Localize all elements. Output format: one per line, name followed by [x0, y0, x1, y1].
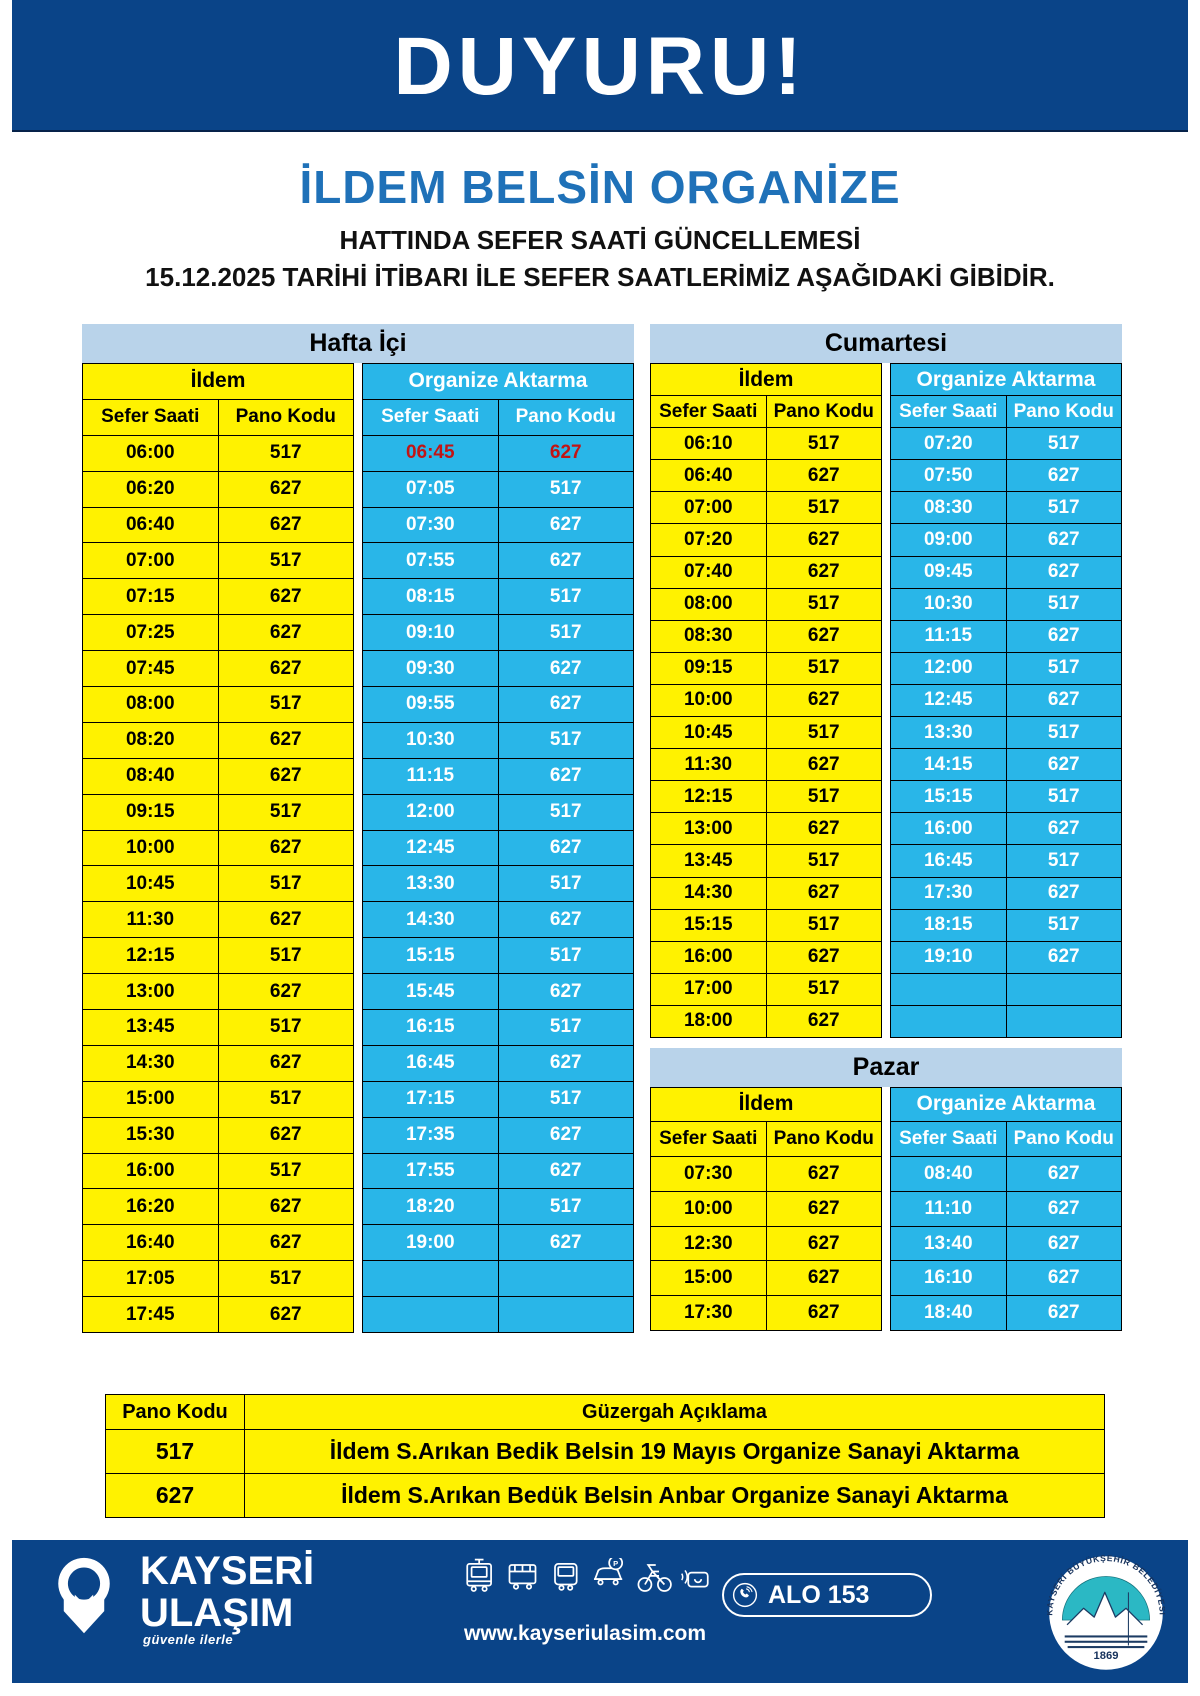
svg-text:1869: 1869 [1094, 1650, 1119, 1662]
svg-text:P: P [613, 1559, 618, 1568]
